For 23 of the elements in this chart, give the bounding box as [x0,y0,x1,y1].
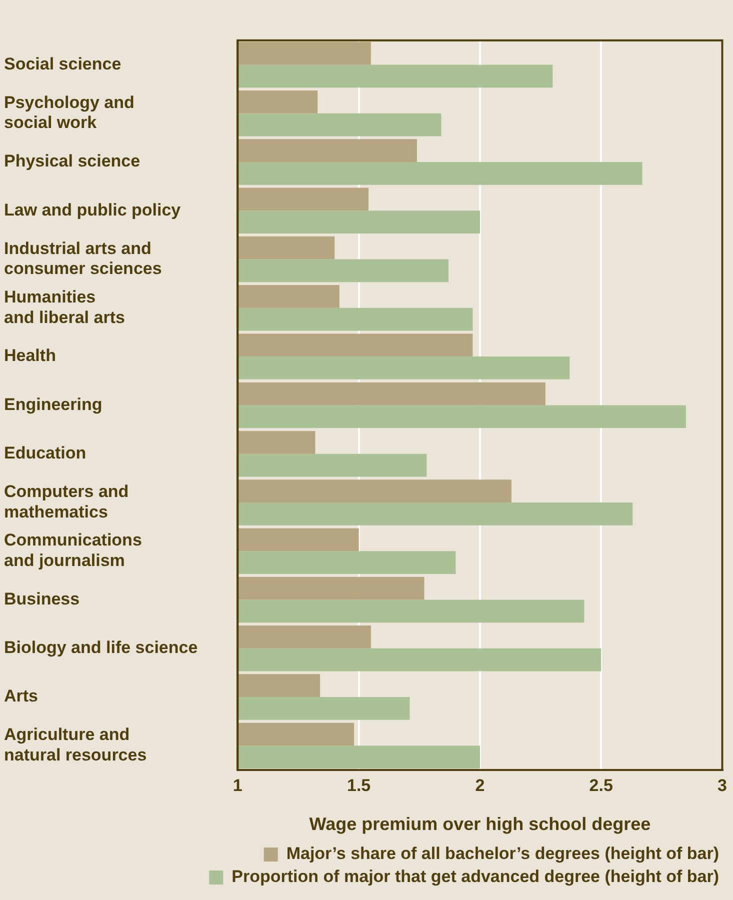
y-tick-label: Biology and life science [4,638,198,658]
y-tick-label: Computers and mathematics [4,482,129,522]
y-tick-label: Humanities and liberal arts [4,287,125,327]
y-tick-label: Physical science [4,152,140,171]
x-tick-label: 1.5 [346,776,371,795]
y-tick-label: Agriculture and natural resources [4,725,147,765]
x-tick-label: 2.5 [589,776,613,795]
y-tick-label: Industrial arts and consumer sciences [4,238,162,278]
y-tick-label: Social science [4,54,122,74]
legend-label: Major’s share of all bachelor’s degrees (height of bar) [286,844,720,864]
x-tick-label: 2 [475,776,485,795]
x-tick-label: 1 [232,776,242,795]
x-axis-title: Wage premium over high school degree [309,814,651,834]
y-tick-label: Law and public policy [4,200,182,220]
y-tick-label: Health [4,346,56,366]
y-tick-label: Education [4,444,86,463]
x-tick-label: 3 [718,776,728,795]
legend-label: Proportion of major that get advanced degree (height of bar) [232,867,720,886]
y-tick-label: Arts [4,686,38,706]
y-tick-label: Business [4,589,80,608]
y-tick-label: Engineering [4,394,102,414]
y-tick-label: Communications and journalism [4,530,142,570]
y-tick-label: Psychology and social work [4,92,134,132]
